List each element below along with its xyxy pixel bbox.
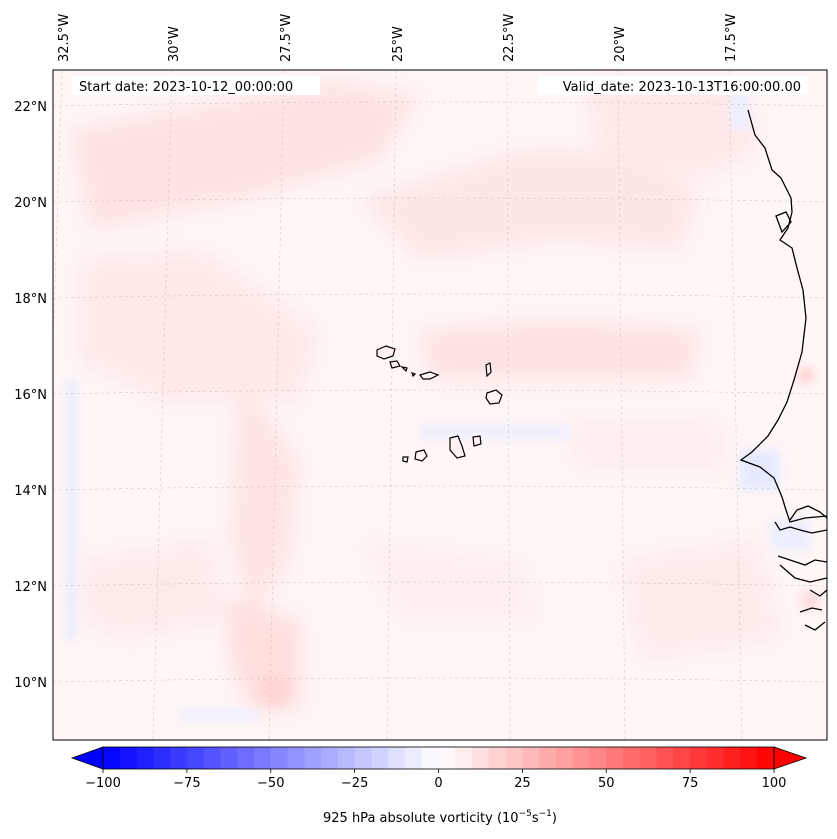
colorbar-cell: [253, 747, 272, 769]
colorbar-cell: [237, 747, 255, 769]
colorbar-cell: [623, 747, 641, 769]
colorbar-label: 925 hPa absolute vorticity (10−5s−1): [323, 809, 557, 826]
colorbar-cell: [153, 747, 171, 769]
colorbar-cell: [690, 747, 708, 769]
colorbar-tick-label: −25: [341, 776, 368, 791]
colorbar-cell: [354, 747, 372, 769]
vorticity-field: [53, 70, 827, 740]
colorbar-tick-label: 75: [682, 776, 699, 791]
lon-label: 30°W: [167, 26, 182, 62]
colorbar-cell: [103, 747, 121, 769]
colorbar-cell: [505, 747, 523, 769]
lat-label: 12°N: [14, 580, 47, 595]
colorbar-tick-label: 25: [514, 776, 531, 791]
colorbar-cells: [103, 747, 775, 769]
colorbar-cell: [723, 747, 741, 769]
colorbar: −100 −75 −50 −25 0 25 50 75 100 925 hPa absolute…: [70, 746, 808, 826]
colorbar-cell: [472, 747, 490, 769]
lat-label: 16°N: [14, 388, 47, 403]
lon-label: 17.5°W: [724, 14, 739, 62]
colorbar-tick-label: −75: [173, 776, 200, 791]
colorbar-cell: [404, 747, 423, 769]
colorbar-cell: [555, 747, 574, 769]
latitude-labels: 22°N 20°N 18°N 16°N 14°N 12°N 10°N: [14, 100, 47, 691]
longitude-labels: 32.5°W 30°W 27.5°W 25°W 22.5°W 20°W 17.5…: [57, 14, 739, 62]
lon-label: 32.5°W: [57, 14, 72, 62]
colorbar-cell: [606, 747, 624, 769]
colorbar-cell: [438, 747, 456, 769]
lat-label: 14°N: [14, 484, 47, 499]
colorbar-cell: [136, 747, 154, 769]
colorbar-cell: [539, 747, 557, 769]
colorbar-cell: [522, 747, 540, 769]
colorbar-cell: [304, 747, 322, 769]
map-frame: [52, 69, 828, 741]
colorbar-cell: [270, 747, 289, 769]
colorbar-tick-label: 0: [434, 776, 442, 791]
colorbar-cell: [639, 747, 658, 769]
colorbar-cell: [455, 747, 473, 769]
colorbar-cell: [321, 747, 339, 769]
colorbar-cell: [706, 747, 725, 769]
colorbar-cell: [421, 747, 439, 769]
colorbar-cell: [287, 747, 305, 769]
colorbar-cell: [488, 747, 507, 769]
colorbar-cell: [337, 747, 356, 769]
colorbar-high-extension: [773, 746, 808, 770]
colorbar-cell: [757, 747, 775, 769]
colorbar-ticks: −100 −75 −50 −25 0 25 50 75 100: [85, 769, 786, 791]
valid-date-label: Valid_date: 2023-10-13T16:00:00.00: [563, 80, 801, 95]
lon-label: 25°W: [391, 26, 406, 62]
map-gridlines: [53, 70, 827, 740]
colorbar-cell: [572, 747, 590, 769]
date-labels: Start date: 2023-10-12_00:00:00 Valid_da…: [72, 76, 808, 95]
colorbar-cell: [186, 747, 205, 769]
coastlines: [739, 109, 827, 631]
colorbar-tick-label: 100: [762, 776, 787, 791]
colorbar-low-extension: [70, 746, 104, 770]
colorbar-cell: [203, 747, 221, 769]
colorbar-cell: [589, 747, 607, 769]
colorbar-cell: [220, 747, 238, 769]
lon-label: 22.5°W: [502, 14, 517, 62]
lon-label: 20°W: [613, 26, 628, 62]
colorbar-tick-label: −100: [85, 776, 121, 791]
start-date-label: Start date: 2023-10-12_00:00:00: [79, 80, 293, 95]
colorbar-cell: [673, 747, 691, 769]
lat-label: 22°N: [14, 100, 47, 115]
lat-label: 18°N: [14, 292, 47, 307]
lat-label: 20°N: [14, 196, 47, 211]
colorbar-cell: [119, 747, 138, 769]
colorbar-cell: [656, 747, 674, 769]
cape-verde-islands: [376, 345, 503, 463]
colorbar-cell: [170, 747, 188, 769]
colorbar-cell: [388, 747, 406, 769]
colorbar-cell: [371, 747, 389, 769]
colorbar-tick-label: −50: [257, 776, 284, 791]
colorbar-cell: [740, 747, 758, 769]
lon-label: 27.5°W: [279, 14, 294, 62]
africa-coastline: [739, 109, 827, 523]
lat-label: 10°N: [14, 676, 47, 691]
colorbar-tick-label: 50: [598, 776, 615, 791]
